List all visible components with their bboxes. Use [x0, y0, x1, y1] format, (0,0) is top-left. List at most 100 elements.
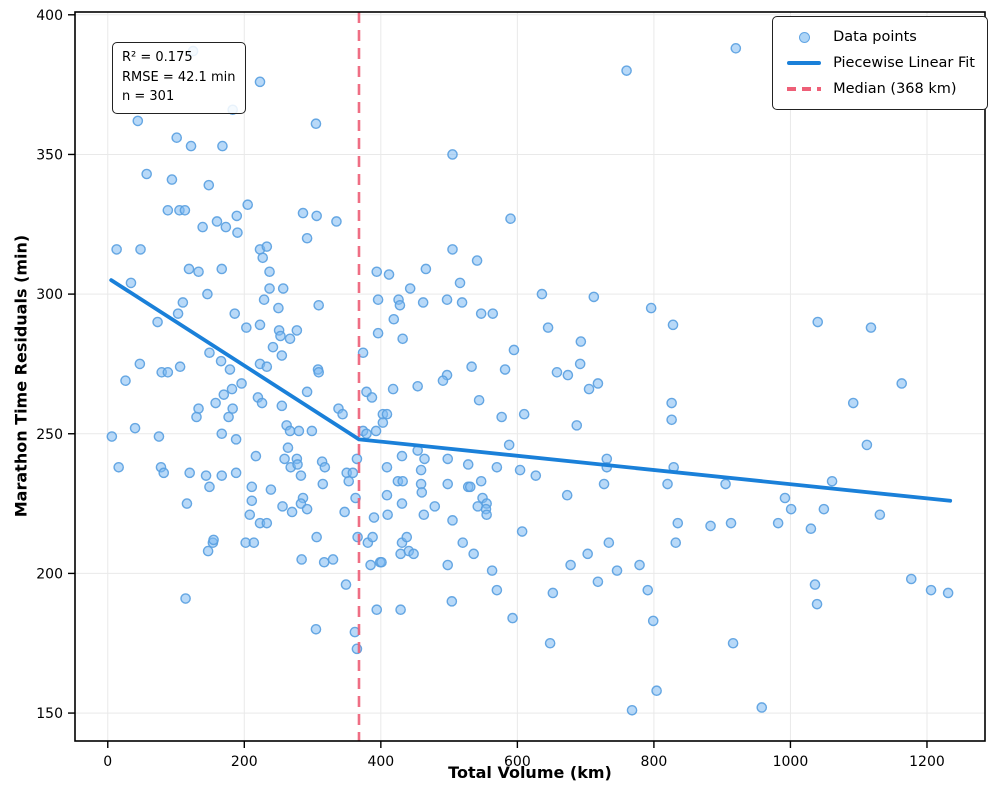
- legend: Data points Piecewise Linear Fit Median …: [772, 16, 988, 110]
- data-point: [647, 615, 659, 627]
- data-point: [447, 515, 458, 526]
- stats-annotation-box: R² = 0.175 RMSE = 42.1 min n = 301: [112, 42, 247, 114]
- data-point: [223, 411, 234, 423]
- data-point: [261, 517, 273, 529]
- data-point: [404, 283, 416, 294]
- data-point: [246, 481, 258, 493]
- data-point: [273, 302, 284, 314]
- data-point: [276, 350, 288, 361]
- piecewise-fit-line: [109, 278, 953, 503]
- data-point: [372, 327, 384, 339]
- data-point: [134, 358, 146, 370]
- data-point: [357, 347, 369, 359]
- data-point: [275, 330, 286, 342]
- data-point: [180, 593, 191, 604]
- x-tick-label: 1200: [909, 754, 945, 770]
- data-point: [313, 299, 325, 311]
- x-tick-label: 600: [504, 754, 531, 770]
- data-point: [818, 503, 830, 515]
- data-point: [865, 322, 877, 333]
- data-point: [588, 291, 600, 303]
- data-point: [416, 487, 428, 498]
- data-point: [518, 408, 530, 420]
- data-point: [297, 207, 309, 219]
- data-point: [772, 517, 784, 529]
- data-point: [826, 475, 838, 487]
- data-point: [179, 205, 191, 216]
- data-point: [185, 140, 197, 152]
- data-point: [120, 375, 131, 386]
- data-point: [306, 425, 318, 437]
- data-point: [377, 417, 389, 428]
- data-point: [193, 266, 204, 278]
- data-point: [343, 475, 355, 487]
- data-point: [725, 517, 737, 529]
- data-point: [896, 378, 908, 389]
- x-tick-label: 800: [641, 754, 668, 770]
- data-point: [254, 319, 266, 331]
- data-point: [310, 623, 322, 635]
- data-point: [809, 579, 821, 590]
- data-point: [376, 556, 387, 568]
- data-point: [481, 509, 492, 521]
- legend-row-median: Median (368 km): [783, 76, 975, 102]
- data-point: [530, 470, 542, 481]
- data-point: [244, 509, 256, 521]
- data-point: [420, 263, 432, 275]
- data-point: [301, 232, 313, 244]
- stats-n: n = 301: [122, 89, 175, 104]
- data-point: [397, 475, 408, 487]
- data-point: [370, 425, 382, 437]
- data-point: [265, 484, 277, 495]
- data-point: [571, 420, 583, 431]
- data-point: [785, 503, 797, 515]
- data-point: [217, 140, 228, 152]
- data-point: [779, 492, 791, 504]
- data-point: [181, 498, 193, 509]
- data-point: [603, 537, 615, 548]
- data-point: [261, 241, 273, 252]
- data-point: [254, 76, 266, 88]
- x-tick-label: 0: [103, 754, 112, 770]
- x-tick-label: 200: [231, 754, 258, 770]
- legend-row-data-points: Data points: [783, 24, 975, 50]
- data-point: [200, 470, 212, 481]
- legend-label-fit: Piecewise Linear Fit: [833, 55, 975, 71]
- data-point: [583, 383, 595, 395]
- data-point: [456, 297, 468, 308]
- y-tick-label: 350: [36, 147, 63, 163]
- data-point: [491, 461, 503, 473]
- data-point: [562, 369, 574, 381]
- data-point: [727, 637, 739, 649]
- data-point: [158, 467, 170, 479]
- data-point: [226, 383, 238, 395]
- data-point: [242, 199, 254, 211]
- data-point: [811, 598, 823, 610]
- data-point: [598, 478, 610, 490]
- data-point: [215, 355, 227, 367]
- data-point: [645, 302, 657, 314]
- data-point: [396, 498, 408, 509]
- data-point: [132, 115, 144, 127]
- data-point: [547, 587, 559, 599]
- data-point: [106, 431, 118, 442]
- data-point: [705, 520, 716, 532]
- data-point: [279, 453, 290, 465]
- data-point: [417, 297, 429, 308]
- data-point: [730, 43, 742, 54]
- data-point: [367, 531, 378, 543]
- data-point: [191, 411, 202, 423]
- data-point: [536, 288, 548, 300]
- data-point: [847, 397, 859, 409]
- data-point: [634, 559, 645, 571]
- data-point: [229, 308, 241, 319]
- data-point: [592, 378, 604, 389]
- data-point: [171, 132, 183, 143]
- data-point: [216, 428, 228, 440]
- legend-row-fit: Piecewise Linear Fit: [783, 50, 975, 76]
- data-point: [381, 489, 393, 501]
- data-point: [372, 294, 384, 305]
- data-point: [544, 637, 556, 649]
